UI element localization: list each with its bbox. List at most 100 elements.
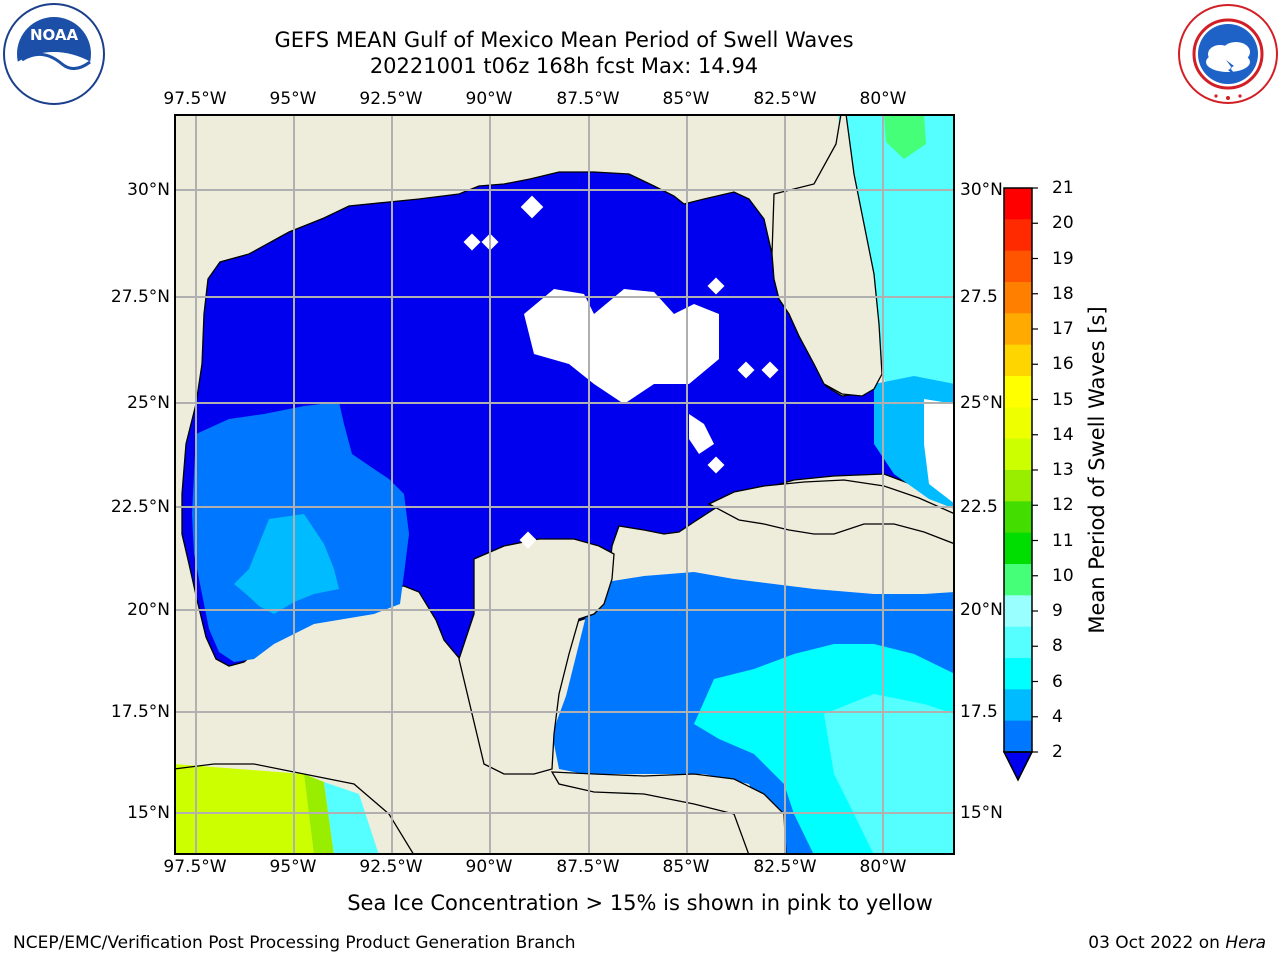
colorbar-swatch [1004, 470, 1032, 502]
colorbar-extend-triangle [1002, 751, 1034, 782]
lon-tick-label: 85°W [662, 89, 710, 109]
colorbar-swatch [1004, 658, 1032, 690]
chart-subtitle: 20221001 t06z 168h fcst Max: 14.94 [369, 54, 759, 78]
lon-tick-label: 90°W [465, 89, 513, 109]
lon-tick-label: 85°W [662, 857, 710, 877]
colorbar-swatch [1004, 438, 1032, 471]
land-honduras [550, 771, 787, 855]
colorbar [1002, 187, 1038, 782]
lon-tick-label: 92.5°W [359, 857, 423, 877]
colorbar-tick-label: 4 [1052, 706, 1063, 727]
colorbar-tick-label: 17 [1052, 319, 1074, 339]
colorbar-swatch [1004, 407, 1032, 440]
lat-tick-label: 27.5 [960, 287, 998, 307]
missing-data-patch-7 [707, 277, 725, 295]
colorbar-swatch [1004, 188, 1032, 220]
colorbar-tick-label: 11 [1052, 530, 1074, 551]
chart-title: GEFS MEAN Gulf of Mexico Mean Period of … [274, 28, 854, 52]
colorbar-swatch [1004, 532, 1032, 565]
lon-tick-label: 90°W [465, 857, 513, 877]
lat-tick-label: 17.5°N [110, 702, 170, 722]
colorbar-swatch [1004, 313, 1032, 346]
lon-tick-label: 95°W [269, 89, 317, 109]
swell-region-atlantic [838, 114, 955, 424]
lat-tick-label: 17.5 [960, 702, 998, 722]
missing-data-patch-3 [924, 399, 955, 504]
colorbar-tick-label: 20 [1052, 213, 1074, 234]
colorbar-title: Mean Period of Swell Waves [s] [1085, 306, 1109, 634]
missing-data-patch-11 [519, 531, 537, 549]
lon-tick-label: 87.5°W [556, 857, 620, 877]
lon-tick-label: 82.5°W [753, 857, 817, 877]
colorbar-swatch [1004, 595, 1032, 628]
colorbar-tick-label: 6 [1052, 671, 1063, 692]
colorbar-tick-label: 2 [1052, 742, 1063, 762]
colorbar-tick-label: 15 [1052, 389, 1074, 410]
colorbar-swatch [1004, 344, 1032, 377]
lat-tick-label: 20°N [127, 600, 170, 620]
lat-tick-label: 30°N [127, 180, 170, 200]
land-yucatan [458, 538, 615, 775]
lat-tick-label: 25°N [960, 393, 1003, 413]
colorbar-swatch [1004, 219, 1032, 252]
colorbar-swatch [1004, 720, 1032, 753]
colorbar-swatch [1004, 501, 1032, 534]
footer-host: Hera [1225, 933, 1266, 953]
lon-tick-label: 87.5°W [556, 89, 620, 109]
colorbar-tick-label: 9 [1052, 601, 1063, 621]
missing-data-patch-10 [707, 456, 725, 474]
colorbar-tick-label: 13 [1052, 460, 1074, 480]
missing-data-patch [524, 289, 719, 404]
lon-tick-label: 80°W [859, 89, 907, 109]
swell-region-caribbean-light [824, 694, 955, 855]
lat-tick-label: 25°N [127, 393, 170, 413]
colorbar-tick-label: 14 [1052, 424, 1074, 445]
lon-tick-label: 97.5°W [163, 89, 227, 109]
lon-tick-label: 95°W [269, 857, 317, 877]
colorbar-swatch [1004, 689, 1032, 722]
map-gridlines [174, 114, 955, 855]
lat-tick-label: 27.5°N [110, 287, 170, 307]
colorbar-tick-label: 16 [1052, 354, 1074, 375]
swell-region-western-inner [234, 514, 339, 614]
missing-data-patch-8 [737, 361, 755, 379]
colorbar-swatch [1004, 626, 1032, 659]
svg-text:NOAA: NOAA [30, 26, 79, 44]
colorbar-swatch [1004, 376, 1032, 408]
colorbar-tick-label: 10 [1052, 565, 1074, 586]
lat-tick-label: 30°N [960, 180, 1003, 200]
colorbar-tick-label: 8 [1052, 636, 1063, 657]
lon-tick-label: 92.5°W [359, 89, 423, 109]
colorbar-tick-label: 21 [1052, 178, 1074, 198]
missing-data-patch-2 [689, 414, 714, 454]
colorbar-swatch [1004, 564, 1032, 596]
colorbar-tick-label: 19 [1052, 248, 1074, 269]
sea-ice-region-green [304, 774, 334, 855]
sea-ice-region [174, 764, 314, 855]
land-central-america [174, 763, 415, 855]
footer-date: 03 Oct 2022 on Hera [1088, 933, 1266, 953]
swell-region-atlantic-green [884, 114, 926, 159]
sea-ice-note: Sea Ice Concentration > 15% is shown in … [347, 891, 933, 915]
colorbar-swatch [1004, 250, 1032, 283]
missing-data-patch-9 [761, 361, 779, 379]
colorbar-swatch [1004, 282, 1032, 314]
lon-tick-label: 80°W [859, 857, 907, 877]
footer-date-text: 03 Oct 2022 on [1088, 933, 1220, 953]
footer-credit: NCEP/EMC/Verification Post Processing Pr… [13, 933, 576, 953]
map-frame [174, 114, 955, 855]
colorbar-tick-label: 12 [1052, 495, 1074, 516]
noaa-logo: NOAA [3, 3, 105, 105]
lat-tick-label: 20°N [960, 600, 1003, 620]
land-florida [771, 114, 883, 397]
lat-tick-label: 15°N [127, 803, 170, 823]
lat-tick-label: 22.5°N [110, 497, 170, 517]
lon-tick-label: 97.5°W [163, 857, 227, 877]
nws-logo [1178, 4, 1278, 104]
map [174, 114, 955, 855]
sea-ice-region-cyan [324, 782, 379, 855]
lon-tick-label: 82.5°W [753, 89, 817, 109]
lat-tick-label: 22.5 [960, 497, 998, 517]
colorbar-tick-label: 18 [1052, 283, 1074, 304]
lat-tick-label: 15°N [960, 803, 1003, 823]
